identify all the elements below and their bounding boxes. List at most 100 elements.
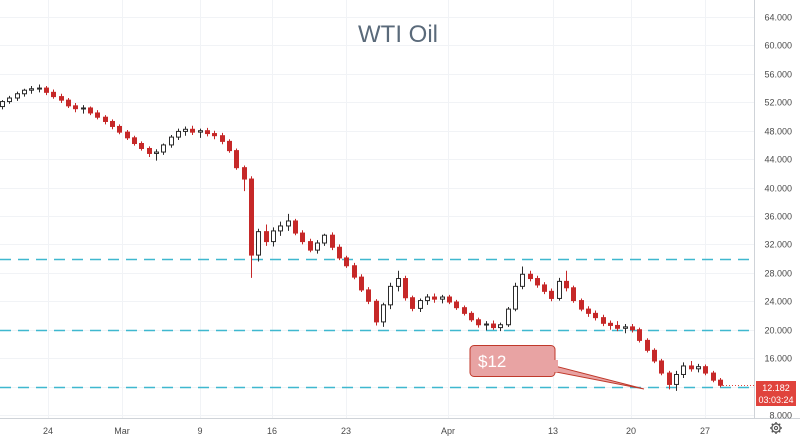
candle-body <box>703 366 708 374</box>
candle-body <box>183 128 188 132</box>
candle-body <box>637 329 642 341</box>
candle-body <box>59 96 64 101</box>
y-tick-label: 40.000 <box>764 184 792 194</box>
candle-body <box>15 93 20 99</box>
candle-body <box>315 242 320 251</box>
y-tick-labels: 8.00012.00016.00020.00024.00028.00032.00… <box>764 13 792 421</box>
y-tick-label: 32.000 <box>764 240 792 250</box>
candle-body <box>374 300 379 323</box>
candle-body <box>73 105 78 110</box>
x-tick-label: Apr <box>441 426 455 436</box>
candle-body <box>652 349 657 362</box>
last-price-label: 12.182 <box>762 383 790 393</box>
candles <box>0 84 723 391</box>
candle-body <box>564 280 569 289</box>
candle-body <box>22 89 27 95</box>
candle-body <box>44 87 49 93</box>
candle-body <box>308 241 313 251</box>
candle-body <box>484 323 489 326</box>
candle-body <box>147 147 152 154</box>
y-tick-label: 56.000 <box>764 70 792 80</box>
candle-body <box>330 234 335 248</box>
candle-body <box>278 225 283 232</box>
candle-body <box>549 290 554 299</box>
candle-body <box>542 284 547 292</box>
candle-body <box>66 99 71 107</box>
candle-body <box>139 143 144 149</box>
candle-body <box>205 130 210 135</box>
y-tick-label: 36.000 <box>764 212 792 222</box>
candle-body <box>469 312 474 321</box>
candle-body <box>630 326 635 331</box>
candle-body <box>513 285 518 310</box>
candle-body <box>557 280 562 299</box>
candle-body <box>615 324 620 329</box>
price-callout: $12 <box>469 345 645 390</box>
candle-body <box>95 112 100 118</box>
candle-body <box>696 366 701 370</box>
candle-body <box>506 308 511 326</box>
candle-body <box>37 87 42 90</box>
countdown-label: 03:03:24 <box>758 395 793 405</box>
y-tick-label: 48.000 <box>764 127 792 137</box>
candle-body <box>447 296 452 303</box>
callout-joint <box>552 360 558 372</box>
candle-body <box>425 296 430 302</box>
x-tick-labels: 24 Mar 9 16 23 Apr 13 20 27 <box>43 426 710 436</box>
candle-body <box>571 287 576 302</box>
candle-body <box>535 278 540 286</box>
callout-pointer <box>554 365 645 390</box>
y-tick-label: 24.000 <box>764 297 792 307</box>
candle-body <box>88 107 93 114</box>
candle-body <box>264 231 269 243</box>
x-tick-label: 13 <box>548 426 558 436</box>
y-tick-label: 64.000 <box>764 13 792 23</box>
candle-body <box>520 273 525 287</box>
candle-body <box>645 339 650 351</box>
x-tick-label: 23 <box>341 426 351 436</box>
candle-body <box>491 323 496 329</box>
candle-body <box>220 135 225 142</box>
y-tick-label: 60.000 <box>764 41 792 51</box>
candle-body <box>352 265 357 278</box>
candle-body <box>154 151 159 154</box>
candle-body <box>667 372 672 385</box>
chart-title: WTI Oil <box>358 21 438 48</box>
last-price-box <box>756 381 796 394</box>
candle-body <box>381 304 386 323</box>
candle-body <box>51 91 56 98</box>
candle-body <box>81 107 86 110</box>
candle-body <box>212 133 217 137</box>
candle-body <box>190 128 195 133</box>
candle-body <box>337 246 342 259</box>
candle-body <box>293 220 298 234</box>
candle-body <box>718 379 723 386</box>
candle-body <box>132 137 137 145</box>
y-tick-label: 8.000 <box>769 411 792 421</box>
x-tick-label: 27 <box>700 426 710 436</box>
candle-body <box>161 144 166 153</box>
candle-body <box>249 178 254 256</box>
candle-body <box>476 319 481 326</box>
last-price-tag: 12.182 03:03:24 <box>756 381 796 406</box>
gear-icon[interactable] <box>770 422 782 434</box>
candle-body <box>117 125 122 133</box>
countdown-box <box>756 394 796 406</box>
candle-body <box>623 326 628 329</box>
candle-body <box>234 150 239 169</box>
candle-body <box>366 289 371 302</box>
candle-body <box>103 116 108 122</box>
candle-body <box>169 136 174 146</box>
candle-body <box>29 88 34 91</box>
candle-body <box>418 300 423 309</box>
candle-body <box>227 140 232 152</box>
candle-body <box>286 220 291 227</box>
candle-body <box>462 307 467 314</box>
candle-body <box>110 120 115 127</box>
y-tick-label: 44.000 <box>764 155 792 165</box>
candle-body <box>388 285 393 306</box>
candle-body <box>403 278 408 299</box>
candle-body <box>674 373 679 385</box>
y-tick-label: 20.000 <box>764 326 792 336</box>
